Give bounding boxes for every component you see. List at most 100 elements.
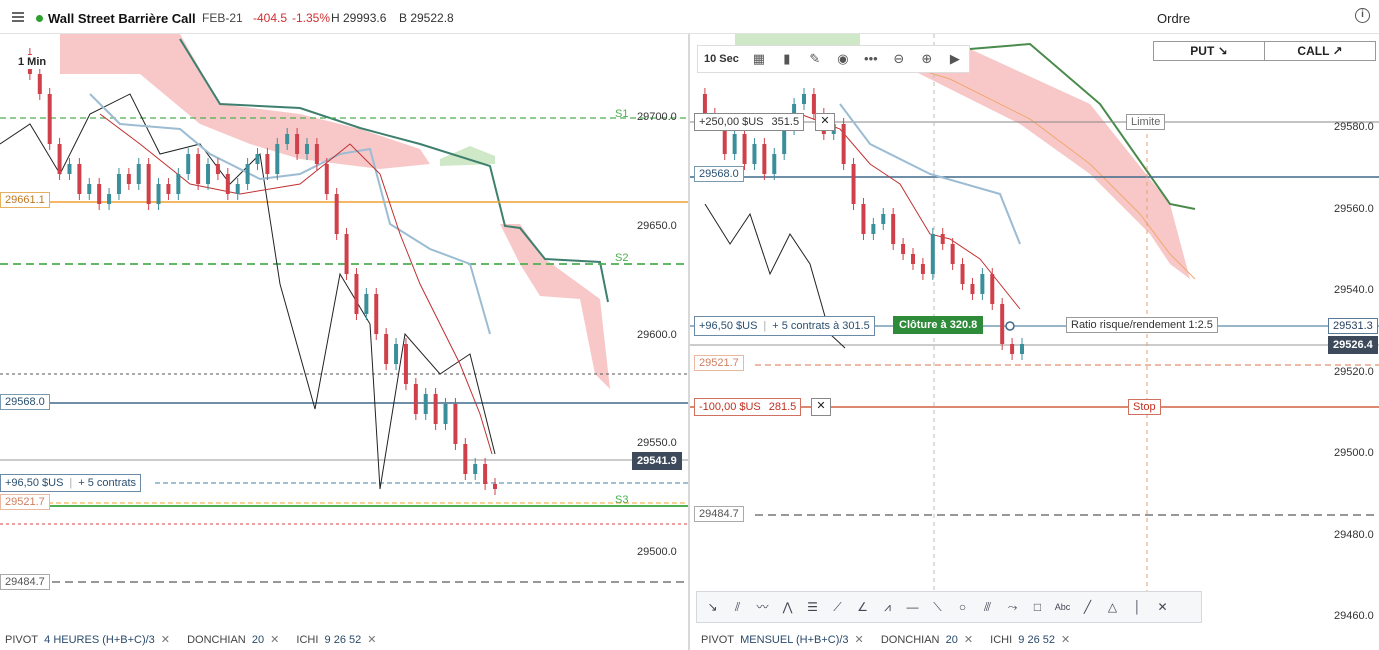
pencil-icon[interactable]: ✎ bbox=[809, 51, 821, 66]
indicator-param[interactable]: MENSUEL (H+B+C)/3 bbox=[740, 634, 849, 646]
left-chart-canvas[interactable] bbox=[0, 34, 688, 650]
gann-icon[interactable]: ∠ bbox=[857, 599, 868, 614]
horizontal-line-icon[interactable]: — bbox=[906, 599, 919, 614]
position-marker bbox=[1005, 321, 1015, 331]
candle-body bbox=[802, 94, 806, 104]
risk-reward-label: Ratio risque/rendement 1:2.5 bbox=[1066, 317, 1218, 333]
indicator-name[interactable]: PIVOT bbox=[701, 634, 735, 646]
play-icon[interactable]: ▶ bbox=[949, 51, 960, 66]
remove-indicator-icon[interactable]: ✕ bbox=[270, 634, 280, 646]
indicator-name[interactable]: PIVOT bbox=[5, 634, 39, 646]
info-icon[interactable]: i bbox=[1355, 8, 1370, 23]
remove-indicator-icon[interactable]: ✕ bbox=[963, 634, 974, 646]
vertical-line-icon[interactable]: │ bbox=[1133, 599, 1142, 614]
candle-body bbox=[433, 394, 438, 424]
close-position-button[interactable]: Clôture à 320.8 bbox=[893, 316, 984, 334]
right-position-contracts: + 5 contrats à 301.5 bbox=[772, 320, 870, 332]
stop-loss-remove-button[interactable]: ✕ bbox=[811, 398, 831, 416]
remove-indicator-icon[interactable]: ✕ bbox=[854, 634, 864, 646]
indicator-name[interactable]: DONCHIAN bbox=[880, 634, 940, 646]
remove-indicator-icon[interactable]: ✕ bbox=[367, 634, 377, 646]
close-icon[interactable]: ✕ bbox=[1157, 599, 1168, 614]
candle-body bbox=[811, 94, 816, 114]
candle-body bbox=[463, 444, 468, 474]
trend-lines-icon[interactable]: ⫽ bbox=[734, 599, 741, 614]
candle-body bbox=[403, 344, 408, 384]
candle-body bbox=[722, 124, 727, 154]
tenkan-line bbox=[99, 113, 493, 455]
candle-body bbox=[782, 129, 787, 154]
call-button[interactable]: CALL ↗ bbox=[1264, 41, 1376, 61]
bar-chart-icon[interactable]: ▮ bbox=[783, 51, 791, 66]
left-position-tag[interactable]: +96,50 $US | + 5 contrats bbox=[0, 474, 142, 492]
right-position-tag[interactable]: +96,50 $US | + 5 contrats à 301.5 bbox=[694, 316, 875, 336]
wave-icon[interactable]: 〰 bbox=[756, 599, 769, 614]
left-price-label: 29650.0 bbox=[637, 220, 677, 232]
candle-body bbox=[453, 404, 458, 444]
take-profit-tag[interactable]: +250,00 $US 351.5 bbox=[694, 113, 805, 131]
remove-indicator-icon[interactable]: ✕ bbox=[1060, 634, 1071, 646]
left-indicator-bar: PIVOT 4 HEURES (H+B+C)/3 ✕ DONCHIAN 20 ✕ I… bbox=[5, 633, 390, 646]
indicator-param[interactable]: 4 HEURES (H+B+C)/3 bbox=[44, 634, 155, 646]
right-grey-line-label: 29484.7 bbox=[694, 506, 744, 522]
stop-loss-tag[interactable]: -100,00 $US 281.5 bbox=[694, 398, 802, 416]
kijun-line bbox=[89, 93, 491, 335]
zoom-in-icon[interactable]: ⊕ bbox=[921, 51, 933, 66]
right-price-label: 29560.0 bbox=[1334, 203, 1374, 215]
rectangle-icon[interactable]: □ bbox=[1033, 599, 1042, 614]
panel-divider[interactable] bbox=[688, 34, 690, 650]
candle-body bbox=[423, 394, 428, 414]
candle-body bbox=[752, 144, 757, 164]
right-price-label: 29480.0 bbox=[1334, 529, 1374, 541]
indicator-param[interactable]: 9 26 52 bbox=[1018, 634, 1055, 646]
chart-toolbar: 10 Sec ▦ ▮ ✎ ◉ ••• ⊖ ⊕ ▶ bbox=[697, 45, 970, 73]
take-profit-remove-button[interactable]: ✕ bbox=[815, 113, 835, 131]
instrument-title[interactable]: Wall Street Barrière Call bbox=[48, 11, 196, 26]
menu-icon[interactable] bbox=[12, 12, 24, 22]
remove-indicator-icon[interactable]: ✕ bbox=[160, 634, 171, 646]
right-price-label: 29580.0 bbox=[1334, 121, 1374, 133]
candle-body bbox=[1010, 344, 1015, 354]
right-timeframe[interactable]: 10 Sec bbox=[704, 53, 739, 65]
text-icon[interactable]: Abc bbox=[1054, 601, 1071, 612]
triangle-icon[interactable]: △ bbox=[1107, 599, 1118, 614]
limit-label[interactable]: Limite bbox=[1126, 114, 1166, 130]
arrow-icon[interactable]: ↘ bbox=[707, 599, 718, 614]
zoom-out-icon[interactable]: ⊖ bbox=[893, 51, 905, 66]
ruler-icon[interactable]: ⟍ bbox=[933, 599, 942, 614]
zigzag-icon[interactable]: ⋀ bbox=[782, 599, 793, 614]
left-current-price: 29541.9 bbox=[632, 452, 682, 470]
channel-icon[interactable]: ⫻ bbox=[983, 599, 992, 614]
chikou-line bbox=[0, 93, 496, 490]
ichimoku-cloud bbox=[500, 224, 610, 389]
candle-body bbox=[334, 194, 339, 234]
indicator-param[interactable]: 20 bbox=[251, 634, 265, 646]
candle-body bbox=[940, 234, 945, 244]
stop-label[interactable]: Stop bbox=[1128, 399, 1161, 415]
fibonacci-icon[interactable]: ☰ bbox=[807, 599, 818, 614]
indicator-name[interactable]: ICHI bbox=[990, 634, 1013, 646]
indicator-name[interactable]: ICHI bbox=[296, 634, 319, 646]
settings-grid-icon[interactable]: ▦ bbox=[752, 51, 766, 66]
circle-icon[interactable]: ○ bbox=[958, 599, 967, 614]
candle-body bbox=[364, 294, 369, 314]
indicator-name[interactable]: DONCHIAN bbox=[187, 634, 246, 646]
put-button[interactable]: PUT ↘ bbox=[1153, 41, 1265, 61]
pattern-icon[interactable]: ⩘ bbox=[884, 599, 891, 614]
indicator-param[interactable]: 9 26 52 bbox=[324, 634, 362, 646]
left-position-contracts: + 5 contrats bbox=[78, 477, 137, 489]
left-timeframe[interactable]: 1 Min bbox=[16, 55, 49, 69]
left-blue-line-label: 29568.0 bbox=[0, 394, 50, 410]
right-price-label: 29520.0 bbox=[1334, 366, 1374, 378]
candle-body bbox=[394, 344, 399, 364]
eye-icon[interactable]: ◉ bbox=[837, 51, 849, 66]
stop-loss-price: 281.5 bbox=[768, 401, 797, 413]
path-icon[interactable]: ⤳ bbox=[1007, 599, 1018, 614]
fan-icon[interactable]: ⟋ bbox=[833, 599, 842, 614]
left-position-pnl: +96,50 $US bbox=[5, 477, 64, 489]
more-icon[interactable]: ••• bbox=[864, 51, 878, 66]
indicator-param[interactable]: 20 bbox=[945, 634, 958, 646]
left-price-label: 29600.0 bbox=[637, 329, 677, 341]
line-icon[interactable]: ╱ bbox=[1083, 599, 1092, 614]
